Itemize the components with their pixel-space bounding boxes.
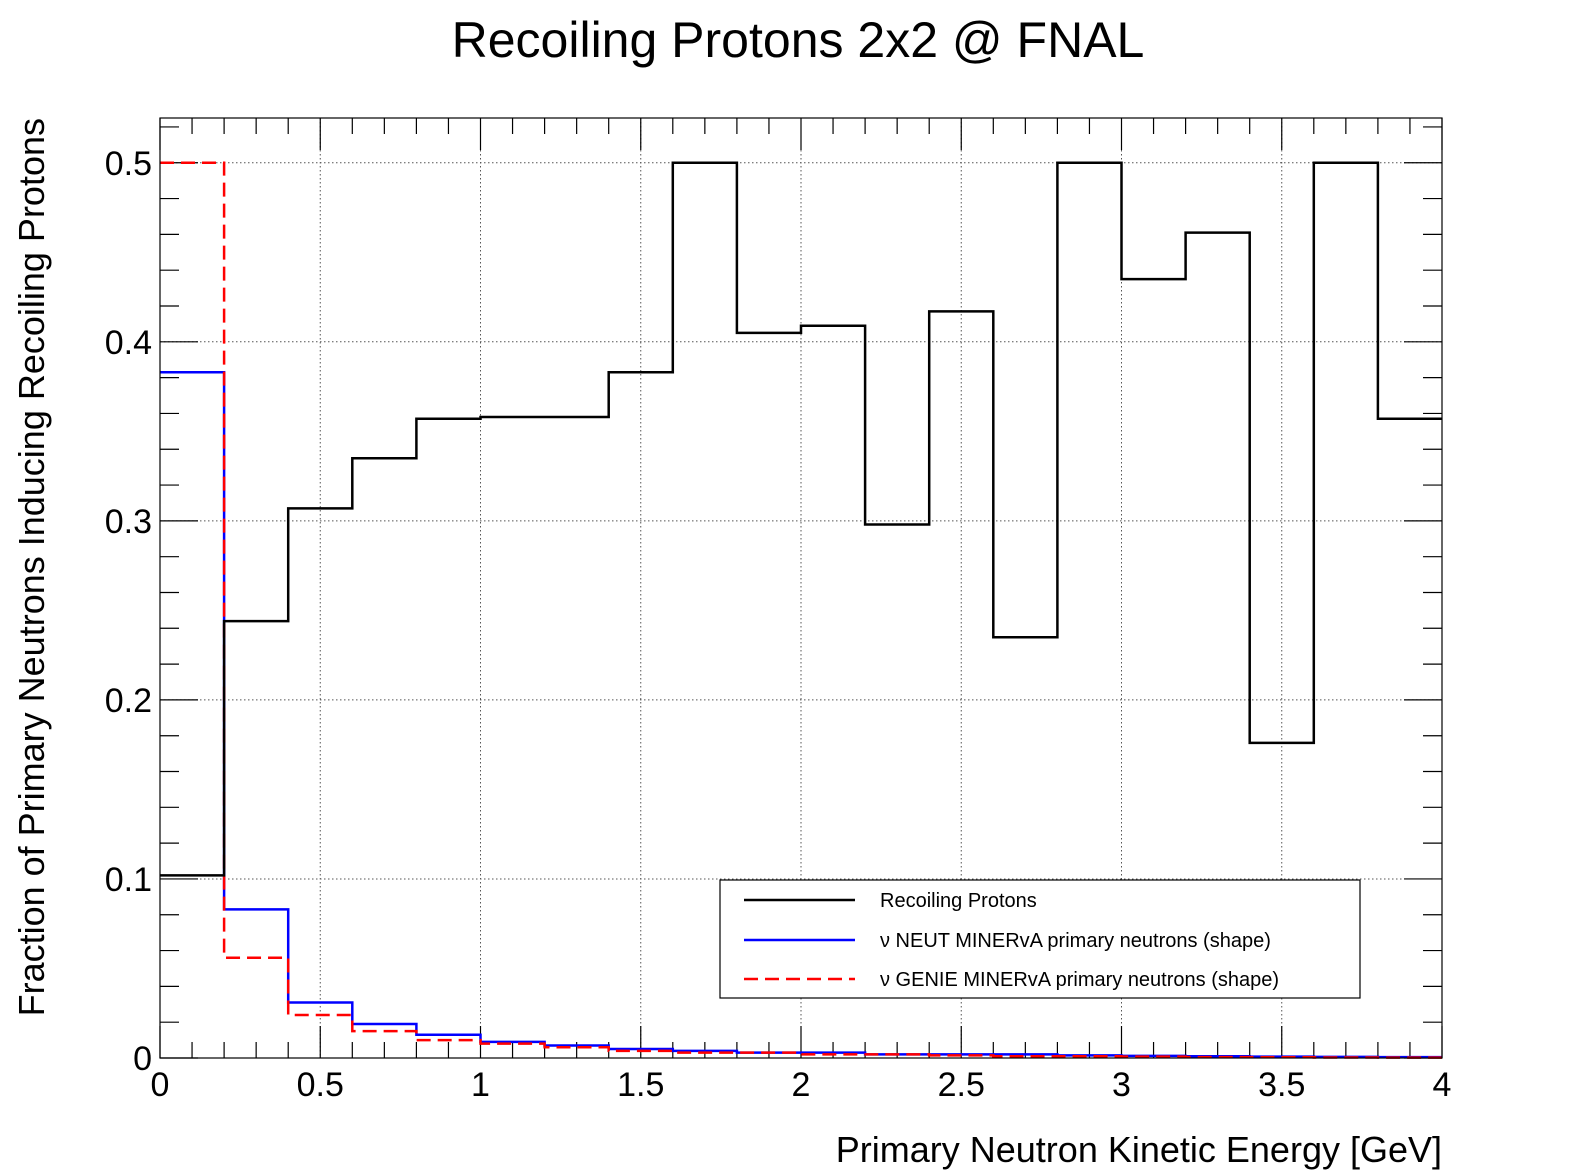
x-tick-label: 0 xyxy=(151,1066,170,1104)
axis-ticks xyxy=(159,118,1443,1059)
x-axis-label: Primary Neutron Kinetic Energy [GeV] xyxy=(836,1129,1442,1170)
y-tick-label: 0.1 xyxy=(105,861,152,899)
x-tick-label: 2.5 xyxy=(938,1066,985,1104)
x-tick-label: 2 xyxy=(792,1066,811,1104)
x-tick-label: 0.5 xyxy=(297,1066,344,1104)
y-tick-label: 0 xyxy=(133,1040,152,1078)
grid xyxy=(160,118,1442,1058)
chart-title: Recoiling Protons 2x2 @ FNAL xyxy=(452,12,1145,68)
y-tick-label: 0.2 xyxy=(105,682,152,720)
x-tick-label: 3.5 xyxy=(1258,1066,1305,1104)
y-axis-label: Fraction of Primary Neutrons Inducing Re… xyxy=(11,118,52,1016)
legend-label-recoiling-protons: Recoiling Protons xyxy=(880,890,1037,912)
x-tick-label: 4 xyxy=(1433,1066,1452,1104)
legend-label-genie: ν GENIE MINERvA primary neutrons (shape) xyxy=(880,969,1279,991)
series-genie-primary-neutrons xyxy=(160,161,1442,1059)
series-recoiling-protons xyxy=(160,161,1442,877)
legend-label-neut: ν NEUT MINERvA primary neutrons (shape) xyxy=(880,930,1271,952)
x-tick-label: 1.5 xyxy=(617,1066,664,1104)
y-axis-tick-labels: 0 0.1 0.2 0.3 0.4 0.5 xyxy=(105,145,152,1078)
plot-frame xyxy=(159,117,1443,1059)
y-tick-label: 0.3 xyxy=(105,503,152,541)
y-tick-label: 0.5 xyxy=(105,145,152,183)
y-tick-label: 0.4 xyxy=(105,324,152,362)
x-tick-label: 3 xyxy=(1112,1066,1131,1104)
legend: Recoiling Protons ν NEUT MINERvA primary… xyxy=(719,879,1361,999)
x-axis-tick-labels: 0 0.5 1 1.5 2 2.5 3 3.5 4 xyxy=(151,1066,1452,1104)
plot-series xyxy=(160,161,1442,1059)
x-tick-label: 1 xyxy=(471,1066,490,1104)
